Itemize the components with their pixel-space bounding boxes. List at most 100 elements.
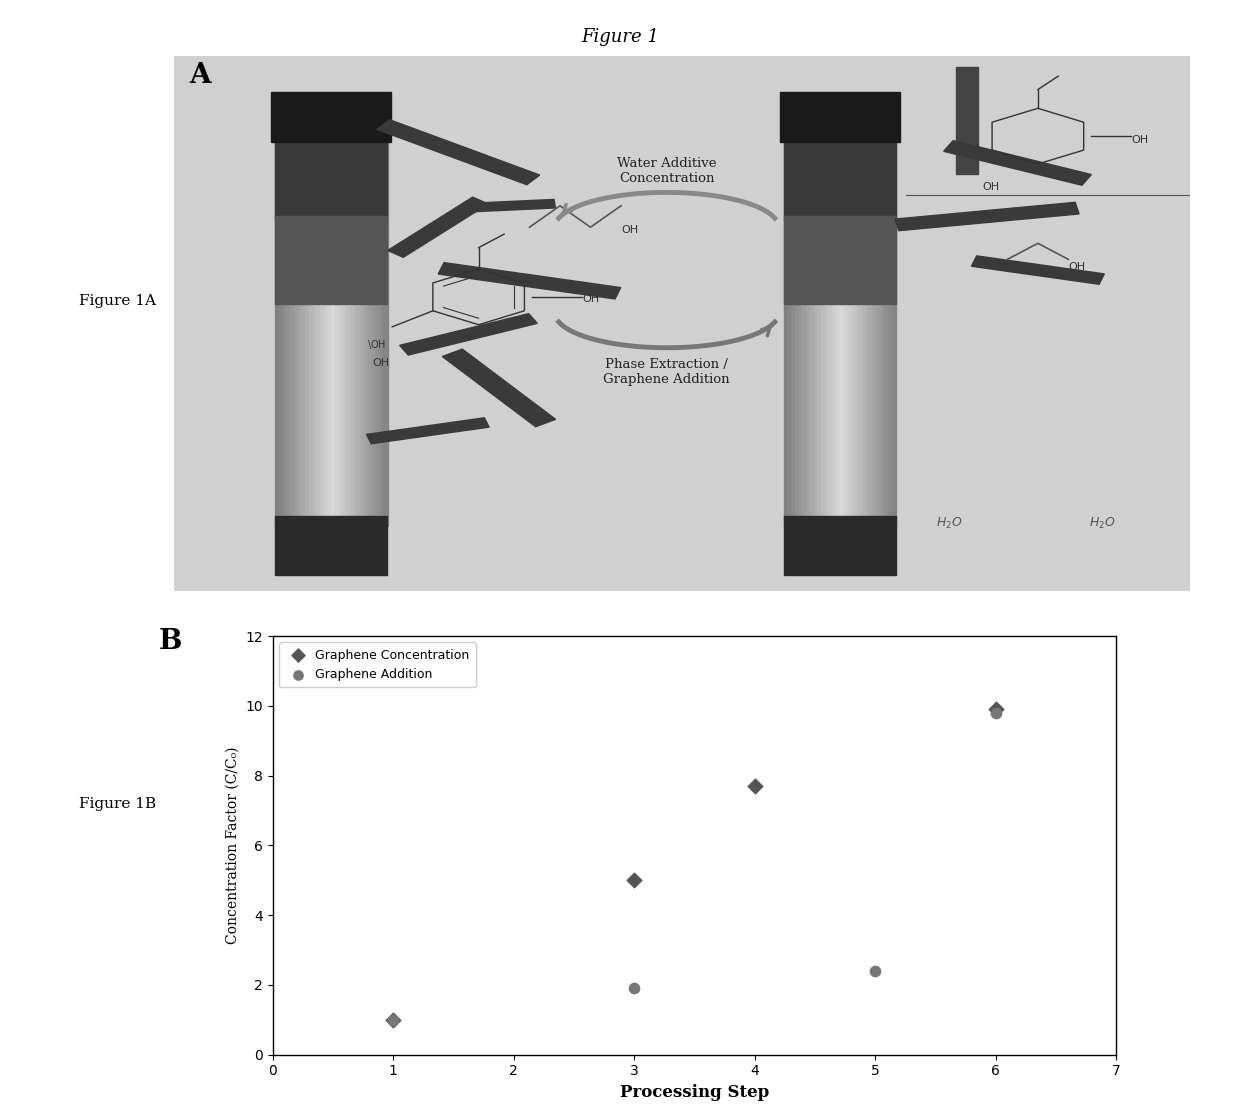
Bar xyxy=(327,142,332,526)
Text: $H_2O$: $H_2O$ xyxy=(936,517,963,531)
X-axis label: Processing Step: Processing Step xyxy=(620,1084,769,1100)
Bar xyxy=(892,142,897,526)
Bar xyxy=(294,142,298,526)
Bar xyxy=(316,142,320,526)
Bar xyxy=(346,142,351,526)
Text: B: B xyxy=(159,627,182,655)
Bar xyxy=(780,93,899,142)
Text: Water Additive
Concentration: Water Additive Concentration xyxy=(618,157,717,185)
Bar xyxy=(839,142,844,526)
Graphene Concentration xyxy=(745,777,765,795)
Bar xyxy=(379,142,384,526)
Bar xyxy=(279,142,283,526)
Bar xyxy=(312,142,316,526)
Bar xyxy=(361,142,366,526)
Bar xyxy=(438,262,621,299)
Graphene Addition xyxy=(383,1011,403,1029)
Bar xyxy=(298,142,301,526)
Bar xyxy=(825,142,828,526)
Bar xyxy=(367,417,489,444)
Y-axis label: Concentration Factor (C/C₀): Concentration Factor (C/C₀) xyxy=(226,747,239,944)
Graphene Addition xyxy=(986,704,1006,722)
Bar xyxy=(353,142,358,526)
Bar xyxy=(784,215,895,305)
Bar xyxy=(463,200,556,212)
Bar xyxy=(784,132,895,221)
Text: A: A xyxy=(188,61,211,88)
Text: $\backslash$OH: $\backslash$OH xyxy=(367,338,386,350)
Bar xyxy=(873,142,878,526)
Bar xyxy=(791,142,795,526)
Bar xyxy=(944,141,1091,185)
Bar xyxy=(342,142,347,526)
Bar xyxy=(836,142,841,526)
Bar xyxy=(888,142,893,526)
Bar xyxy=(956,67,978,174)
Graphene Addition xyxy=(624,980,644,998)
Bar xyxy=(784,517,895,576)
Text: OH: OH xyxy=(982,182,999,192)
Bar xyxy=(283,142,286,526)
Bar xyxy=(399,314,537,355)
Text: Figure 1: Figure 1 xyxy=(582,28,658,46)
Bar xyxy=(795,142,799,526)
Bar xyxy=(305,142,309,526)
Bar xyxy=(335,142,340,526)
Bar xyxy=(866,142,870,526)
Text: Figure 1A: Figure 1A xyxy=(79,295,156,308)
Bar xyxy=(350,142,355,526)
Bar xyxy=(843,142,848,526)
Bar xyxy=(854,142,859,526)
Bar xyxy=(376,142,381,526)
Bar xyxy=(832,142,837,526)
Bar xyxy=(802,142,806,526)
Bar xyxy=(275,142,279,526)
Bar xyxy=(847,142,852,526)
Bar xyxy=(388,198,489,258)
Text: OH: OH xyxy=(1131,135,1148,145)
Bar xyxy=(275,517,387,576)
Bar xyxy=(858,142,863,526)
Bar xyxy=(784,142,787,526)
Bar xyxy=(787,142,791,526)
Legend: Graphene Concentration, Graphene Addition: Graphene Concentration, Graphene Additio… xyxy=(279,643,476,687)
Bar xyxy=(971,256,1105,285)
Graphene Addition xyxy=(866,962,885,980)
Bar xyxy=(821,142,825,526)
Graphene Concentration xyxy=(986,701,1006,719)
Text: Phase Extraction /
Graphene Addition: Phase Extraction / Graphene Addition xyxy=(604,358,730,386)
Bar xyxy=(272,93,391,142)
Bar xyxy=(828,142,832,526)
Bar xyxy=(810,142,813,526)
Bar xyxy=(869,142,874,526)
Bar xyxy=(443,349,556,426)
Bar xyxy=(339,142,343,526)
Bar xyxy=(862,142,867,526)
Bar xyxy=(877,142,882,526)
Bar xyxy=(799,142,802,526)
Text: Figure 1B: Figure 1B xyxy=(79,797,156,810)
Text: OH: OH xyxy=(583,295,599,305)
Text: $H_2O$: $H_2O$ xyxy=(1089,517,1116,531)
Bar xyxy=(320,142,324,526)
Graphene Concentration xyxy=(624,872,644,889)
Bar xyxy=(309,142,312,526)
Bar xyxy=(377,119,539,185)
Bar xyxy=(806,142,810,526)
Bar xyxy=(851,142,856,526)
Text: OH: OH xyxy=(621,224,639,234)
Bar xyxy=(331,142,336,526)
Bar xyxy=(372,142,377,526)
Bar xyxy=(817,142,821,526)
Bar xyxy=(290,142,294,526)
Bar xyxy=(365,142,370,526)
Bar xyxy=(880,142,885,526)
Text: OH: OH xyxy=(1069,262,1085,272)
Bar xyxy=(286,142,290,526)
Text: OH: OH xyxy=(372,358,389,368)
Bar xyxy=(357,142,362,526)
Bar xyxy=(368,142,373,526)
Bar xyxy=(895,202,1079,231)
Bar xyxy=(383,142,388,526)
Bar xyxy=(275,132,387,221)
